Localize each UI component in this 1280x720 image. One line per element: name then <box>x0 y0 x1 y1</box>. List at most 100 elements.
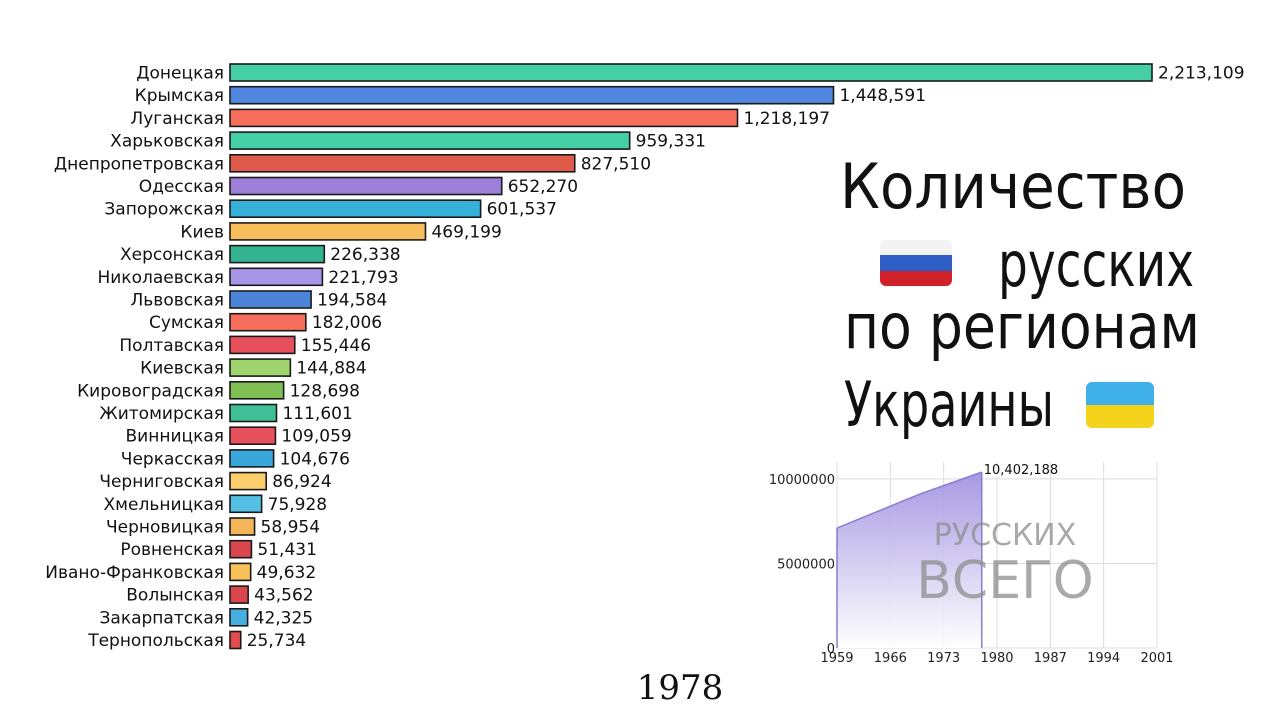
area-fill <box>837 472 982 648</box>
category-label: Киевская <box>140 359 224 379</box>
bar <box>229 403 278 423</box>
value-label: 601,537 <box>487 200 557 220</box>
bar <box>229 471 268 491</box>
category-label: Житомирская <box>99 404 224 424</box>
category-label: Черкасская <box>121 449 224 469</box>
title-line-1: Количество <box>840 150 1186 223</box>
value-label: 469,199 <box>431 222 501 242</box>
value-label: 104,676 <box>280 449 350 469</box>
x-tick-label: 1994 <box>1087 651 1120 666</box>
x-tick-label: 1973 <box>927 651 960 666</box>
value-label: 959,331 <box>636 132 706 152</box>
value-label: 194,584 <box>317 291 387 311</box>
category-label: Винницкая <box>126 427 224 447</box>
value-label: 49,632 <box>257 563 316 583</box>
category-label: Львовская <box>131 291 225 311</box>
value-label: 827,510 <box>581 154 651 174</box>
bar <box>229 562 252 582</box>
category-label: Крымская <box>135 86 224 106</box>
chart-title: Количество русских по регионам Украины <box>820 150 1220 441</box>
bar <box>229 426 277 446</box>
watermark-line-1: РУССКИХ <box>934 518 1077 553</box>
bar <box>229 222 427 241</box>
bar <box>229 131 631 150</box>
category-label: Луганская <box>130 109 224 129</box>
value-label: 221,793 <box>328 268 398 288</box>
title-line-4: Украины <box>844 368 1054 441</box>
bar <box>229 290 312 309</box>
category-label: Закарпатская <box>100 608 225 628</box>
category-label: Одесская <box>139 177 224 197</box>
bar <box>229 630 242 650</box>
category-label: Кировоградская <box>77 381 224 401</box>
bar <box>229 267 324 287</box>
category-label: Херсонская <box>120 245 224 265</box>
value-label: 144,884 <box>296 359 366 379</box>
bar <box>229 199 482 218</box>
value-label: 109,059 <box>281 427 351 447</box>
x-tick-label: 1959 <box>820 651 853 666</box>
value-label: 1,448,591 <box>839 86 926 106</box>
bar <box>229 312 307 332</box>
x-tick-label: 2001 <box>1140 651 1173 666</box>
category-label: Донецкая <box>136 64 224 84</box>
x-tick-label: 1966 <box>874 651 907 666</box>
category-label: Ровненская <box>120 540 224 560</box>
value-label: 652,270 <box>508 177 578 197</box>
category-label: Полтавская <box>119 336 224 356</box>
value-label: 51,431 <box>257 540 316 560</box>
bar <box>229 244 326 264</box>
bar <box>229 335 296 355</box>
x-tick-label: 1980 <box>980 651 1013 666</box>
bar <box>229 154 576 173</box>
russia-flag-icon <box>880 240 952 286</box>
x-tick-label: 1987 <box>1034 651 1067 666</box>
value-label: 43,562 <box>254 586 313 606</box>
value-label: 226,338 <box>330 245 400 265</box>
bar <box>229 380 285 400</box>
value-label: 1,218,197 <box>744 109 831 129</box>
title-line-2: русских <box>998 228 1194 301</box>
value-label: 128,698 <box>290 381 360 401</box>
bar <box>229 585 249 604</box>
category-label: Сумская <box>149 313 224 333</box>
bar <box>229 607 249 627</box>
ukraine-flag-icon <box>1086 382 1154 428</box>
category-label: Черниговская <box>99 472 224 492</box>
bar <box>229 63 1153 82</box>
y-tick-label: 5000000 <box>777 557 835 572</box>
bar <box>229 108 739 128</box>
value-label: 58,954 <box>261 518 320 538</box>
area-end-label: 10,402,188 <box>984 463 1058 478</box>
bar <box>229 494 263 514</box>
bar <box>229 176 503 196</box>
value-label: 155,446 <box>301 336 371 356</box>
bar <box>229 517 256 536</box>
value-label: 25,734 <box>247 631 306 651</box>
total-area-chart: 1959 1966 1973 1980 1987 1994 2001 0 5000000 1000… <box>769 462 1174 666</box>
category-label: Киев <box>180 222 224 242</box>
watermark-line-2: ВСЕГО <box>916 551 1093 611</box>
bar <box>229 539 253 559</box>
value-label: 182,006 <box>312 313 382 333</box>
category-label: Днепропетровская <box>54 154 224 174</box>
value-label: 86,924 <box>272 472 331 492</box>
value-label: 2,213,109 <box>1158 64 1245 84</box>
category-label: Харьковская <box>110 132 224 152</box>
category-label: Волынская <box>126 586 224 606</box>
value-label: 42,325 <box>254 608 313 628</box>
bar <box>229 449 275 468</box>
bar <box>229 358 292 377</box>
category-label: Ивано-Франковская <box>45 563 224 583</box>
value-label: 111,601 <box>282 404 352 424</box>
category-label: Запорожская <box>104 200 224 220</box>
category-label: Тернопольская <box>87 631 224 651</box>
year-label: 1978 <box>636 668 724 708</box>
title-line-3: по регионам <box>844 290 1200 363</box>
y-tick-label: 10000000 <box>769 473 835 488</box>
y-tick-label: 0 <box>827 642 835 657</box>
category-label: Хмельницкая <box>104 495 224 515</box>
area-line <box>836 471 983 529</box>
bar <box>229 85 835 105</box>
